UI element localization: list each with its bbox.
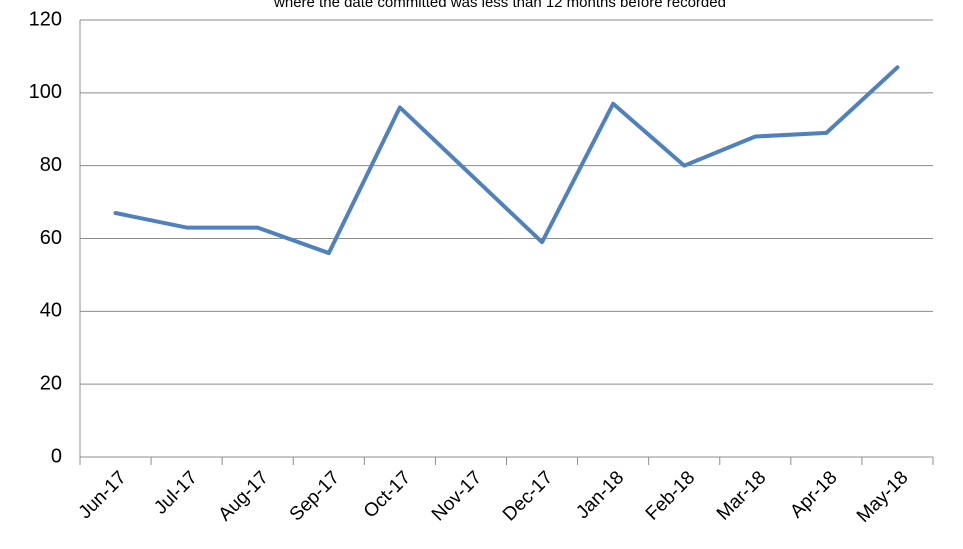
x-tick-label: Dec-17: [499, 467, 557, 525]
x-tick-label: Feb-18: [642, 467, 699, 524]
y-tick-label: 60: [40, 227, 62, 249]
x-tick-label: Apr-18: [786, 467, 841, 522]
x-tick-label: Jul-17: [150, 467, 201, 518]
x-tick-label: Aug-17: [215, 467, 273, 525]
chart-title: where the date committed was less than 1…: [273, 0, 726, 11]
y-tick-label: 0: [51, 445, 62, 467]
x-tick-label: Jun-17: [75, 467, 131, 523]
y-tick-label: 40: [40, 300, 62, 322]
y-tick-label: 120: [29, 8, 62, 30]
x-tick-label: Mar-18: [713, 467, 770, 524]
x-tick-label: Oct-17: [360, 467, 415, 522]
x-tick-label: Sep-17: [286, 467, 344, 525]
data-line: [113, 65, 900, 256]
x-tick-label: Jan-18: [572, 467, 628, 523]
x-tick-label: May-18: [853, 467, 913, 527]
y-tick-label: 100: [29, 81, 62, 103]
y-tick-label: 20: [40, 372, 62, 394]
y-tick-label: 80: [40, 154, 62, 176]
x-tick-label: Nov-17: [428, 467, 486, 525]
